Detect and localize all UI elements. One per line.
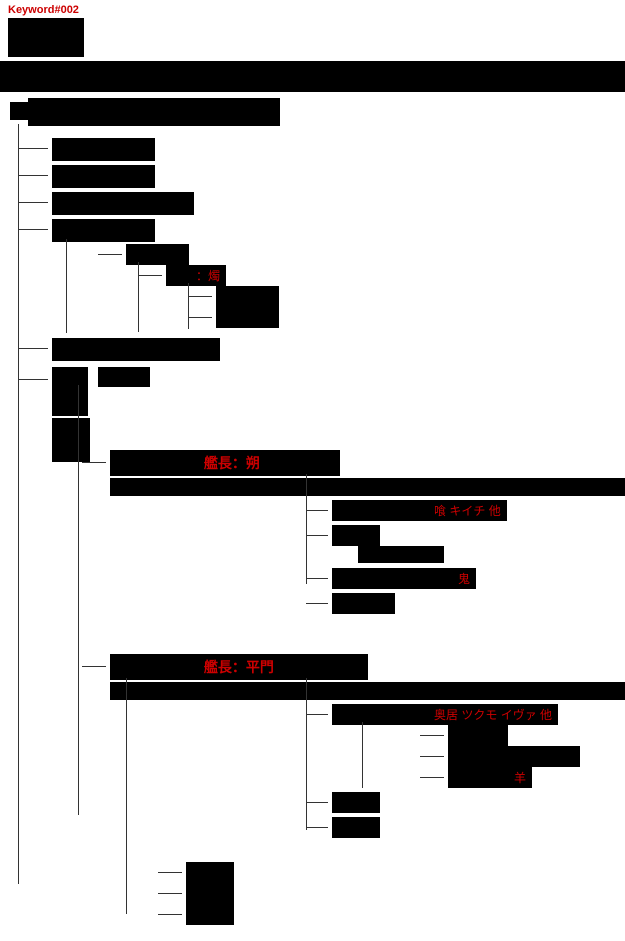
fleet-item-8: 第八艦隊司令部 [18,219,625,242]
hq-row: 海軍総司令部 最高司令官：提督 [10,98,625,126]
ship2-title-row: 二番艦 白露 艦長：平門 [82,654,625,680]
fleet-item-3to7: 第三～第七艦隊司令部 [18,192,625,215]
ship2-crew-xo: 副長兼砲術長 奥居 ツクモ イヴァ 他 砲術科員 見張員 他 数名配置 通信士 … [306,704,625,788]
fleet8-flagship: 旗艦 大和 [98,244,625,265]
description-text: 帝国海軍の組織構成。第九艦隊を中心に各部隊・艦艇の指揮系統を示す。 [0,61,625,92]
title-block: 組織図 [0,16,625,61]
ship1-crew-nav-sub: 操舵・見張り担当 [358,546,444,563]
ship2-xo-sub2: 見張員 他 数名配置 [420,746,625,767]
hq-name: 海軍総司令部 最高司令官：提督 [28,98,280,126]
ship2-xo-sub3: 通信士 羊 [420,767,625,788]
ship2-xo-sub2-label: 見張員 他 数名配置 [448,746,580,767]
ship2-crew-eng: 機関長 [306,817,625,838]
fleet1-label: 第一艦隊司令部 [52,138,155,161]
ship1-bar: 一番艦 黒鉄 艦長：朔 [110,450,340,476]
ship2-aux-1: 補給艦 [158,862,625,883]
fleet8-spine [66,239,67,333]
page-title: 組織図 [8,18,84,57]
ship2-crew: 副長兼砲術長 奥居 ツクモ イヴァ 他 砲術科員 見張員 他 数名配置 通信士 … [306,704,625,838]
org-tree: 海軍総司令部 最高司令官：提督 第一艦隊司令部 第二艦隊司令部 第三～第七艦隊司… [10,98,625,925]
ship1-block: 一番艦 黒鉄 艦長：朔 重巡洋艦。主砲四門、対空火器多数を搭載。 砲雷長 喰 キ… [82,450,625,614]
ship2-crew-xo-label: 副長兼砲術長 奥居 ツクモ イヴァ 他 [332,704,558,725]
ship2-xo-sub1-label: 砲術科員 [448,725,508,746]
fleet-item-1: 第一艦隊司令部 [18,138,625,161]
fleet8-xo: 副長 一名 [188,286,625,307]
ship2-crew-nav-label: 航海長 [332,792,380,813]
ship2-xo-sub1: 砲術科員 [420,725,625,746]
ship1-title-row: 一番艦 黒鉄 艦長：朔 [82,450,625,476]
ship1-crew: 砲雷長 喰 キイチ 他 航海長 操舵・見張り担当 機関長 鬼 主計長 他 [306,500,625,614]
ship2-aux-1-label: 補給艦 [186,862,234,883]
ship1-crew-gunnery: 砲雷長 喰 キイチ 他 [306,500,625,521]
ship2-crew-eng-label: 機関長 [332,817,380,838]
ship2-aux-3: 病院船 [158,904,625,925]
ship2-aux-2: 工作艦 [158,883,625,904]
ship1-crew-supply-label: 主計長 他 [332,593,395,614]
fleet8-gunnery-label: 砲術長 他 [216,307,279,328]
independent-unit-label: 独立遊撃部隊（臨時編成） [52,338,220,361]
fleet8-captain-row: 艦長：燭 [138,265,625,286]
hq-children: 第一艦隊司令部 第二艦隊司令部 第三～第七艦隊司令部 第八艦隊司令部 旗艦 大和… [18,126,625,925]
ship1-desc: 重巡洋艦。主砲四門、対空火器多数を搭載。 [110,478,625,496]
fleet9-side-label: 艦隊司令 [98,367,150,387]
ship2-aux-list: 補給艦 工作艦 病院船 [126,862,625,925]
fleet8-flagship-label: 旗艦 大和 [126,244,189,265]
ship2-crew-nav: 航海長 [306,792,625,813]
ship2-block: 二番艦 白露 艦長：平門 軽巡洋艦。高速・偵察任務を主とする。 副長兼砲術長 奥… [82,654,625,925]
ship1-crew-gunnery-label: 砲雷長 喰 キイチ 他 [332,500,507,521]
fleet3to7-label: 第三～第七艦隊司令部 [52,192,194,215]
fleet8-xo-label: 副長 一名 [216,286,279,307]
fleet9-badge-top: 第九 [52,367,88,388]
fleet2-label: 第二艦隊司令部 [52,165,155,188]
fleet8-gunnery: 砲術長 他 [188,307,625,328]
fleet8-captain-label: 艦長：燭 [166,265,226,286]
fleet-item-2: 第二艦隊司令部 [18,165,625,188]
fleet9-header: 第九 9 艦隊司令 旗下二隻 [18,367,625,462]
ship2-xo-sub3-label: 通信士 羊 [448,767,532,788]
ship2-aux-3-label: 病院船 [186,904,234,925]
independent-unit: 独立遊撃部隊（臨時編成） [18,338,625,361]
ship2-desc: 軽巡洋艦。高速・偵察任務を主とする。 [110,682,625,700]
fleet9-spine [78,385,79,815]
ship2-bar: 二番艦 白露 艦長：平門 [110,654,368,680]
ship2-xo-subspine [362,722,363,788]
hq-marker-icon [10,102,28,120]
fleet8-label: 第八艦隊司令部 [52,219,155,242]
keyword-number-label: Keyword#002 [0,0,625,16]
ship2-aux-2-label: 工作艦 [186,883,234,904]
fleet9-badge-column: 第九 9 [52,367,88,416]
fleet9-badge-number: 9 [52,388,88,416]
ship1-crew-nav: 航海長 操舵・見張り担当 [306,525,625,564]
ship1-crew-supply: 主計長 他 [306,593,625,614]
ship1-crew-eng-label: 機関長 鬼 [332,568,476,589]
ship1-crew-nav-label: 航海長 [332,525,380,546]
ship1-crew-eng: 機関長 鬼 [306,568,625,589]
